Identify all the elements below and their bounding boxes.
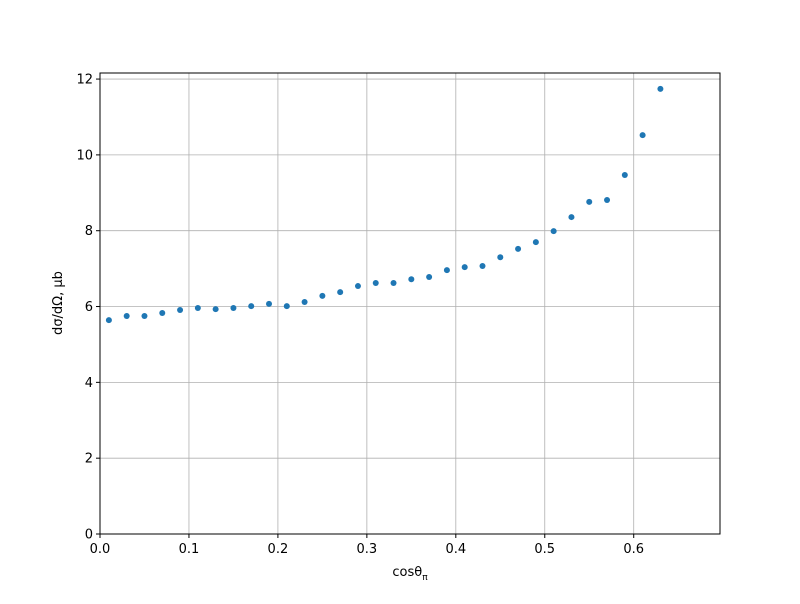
x-tick-label: 0.2 [268,542,289,557]
data-point [497,254,504,261]
data-point [337,289,344,296]
y-tick-label: 6 [85,300,93,315]
x-tick-label: 0.5 [534,542,555,557]
data-point [515,245,522,252]
data-point [657,85,664,92]
x-tick-label: 0.0 [90,542,111,557]
data-point [283,303,290,310]
data-point [639,132,646,139]
data-point [319,292,326,299]
data-point [426,273,433,280]
x-tick-label: 0.4 [445,542,466,557]
data-point [604,197,611,204]
y-tick-label: 8 [85,224,93,239]
plot-frame [99,72,721,535]
data-point [105,317,112,324]
x-axis-label-main: cosθ [392,565,422,580]
data-point [390,280,397,287]
data-point [479,262,486,269]
y-tick-label: 2 [85,452,93,467]
y-tick-label: 10 [76,148,93,163]
data-point [141,313,148,320]
data-point [194,305,201,312]
data-point [248,303,255,310]
data-point [586,198,593,205]
data-point [532,239,539,246]
x-tick-label: 0.6 [623,542,644,557]
data-point [372,280,379,287]
data-point [301,298,308,305]
data-point [266,300,273,307]
plot-area: 0 2 4 6 8 10 12 0.0 0.1 0.2 0.3 0.4 0.5 0.6 [76,72,721,557]
y-tick-label: 4 [85,376,93,391]
data-point [550,228,557,235]
x-axis-label-subscript: π [422,573,428,583]
data-point [408,276,415,283]
data-point [177,306,184,313]
data-point [443,267,450,274]
data-point [354,283,361,290]
data-point [568,214,575,221]
data-point [123,313,130,320]
data-point [159,309,166,316]
y-tick-label: 12 [76,73,93,88]
data-point [230,305,237,312]
data-point [461,264,468,271]
x-tick-label: 0.3 [357,542,378,557]
data-point [621,171,628,178]
y-tick-label: 0 [85,528,93,543]
y-axis-label: dσ/dΩ, μb [51,271,66,335]
x-tick-label: 0.1 [179,542,200,557]
data-point [212,306,219,313]
x-axis-label: cosθπ [392,565,428,583]
